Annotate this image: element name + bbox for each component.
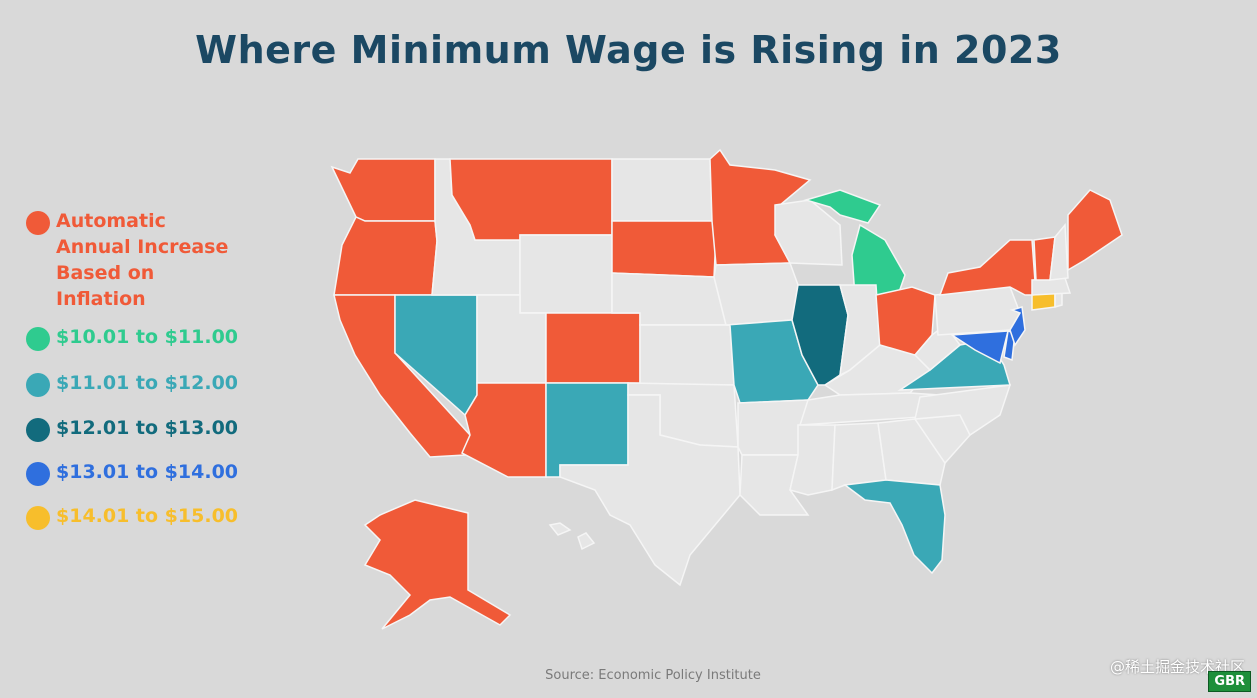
legend-item-12-13: $12.01 to $13.00 (26, 415, 256, 442)
state-new-jersey[interactable] (1009, 306, 1026, 347)
legend-label: Automatic Annual Increase Based on Infla… (56, 210, 229, 310)
legend-swatch (26, 506, 50, 530)
legend-item-11-12: $11.01 to $12.00 (26, 370, 256, 397)
legend-label: $11.01 to $12.00 (56, 372, 239, 394)
state-rhode-island[interactable] (1054, 292, 1063, 308)
gbr-badge: GBR (1208, 671, 1251, 692)
legend-item-13-14: $13.01 to $14.00 (26, 459, 256, 486)
state-hawaii[interactable] (548, 522, 572, 536)
state-montana[interactable] (449, 158, 613, 241)
state-washington[interactable] (330, 158, 436, 222)
state-alaska[interactable] (363, 499, 512, 630)
state-florida[interactable] (843, 479, 946, 575)
legend-label: $10.01 to $11.00 (56, 326, 239, 348)
state-new-york[interactable] (938, 239, 1037, 296)
state-maryland[interactable] (949, 330, 1009, 365)
state-texas[interactable] (559, 394, 741, 587)
legend-swatch (26, 418, 50, 442)
legend-label: $13.01 to $14.00 (56, 461, 239, 483)
legend-swatch (26, 327, 50, 351)
state-hawaii-big-island[interactable] (577, 532, 596, 551)
legend-swatch (26, 211, 50, 235)
state-new-mexico[interactable] (545, 382, 629, 478)
state-georgia[interactable] (877, 418, 946, 486)
state-alabama[interactable] (831, 422, 887, 492)
legend-label: $12.01 to $13.00 (56, 417, 239, 439)
legend-label: $14.01 to $15.00 (56, 505, 239, 527)
state-colorado[interactable] (545, 312, 641, 384)
state-kansas[interactable] (639, 324, 735, 386)
map-title: Where Minimum Wage is Rising in 2023 (195, 28, 1062, 72)
us-choropleth-map (330, 148, 1123, 630)
legend-item-inflation: Automatic Annual Increase Based on Infla… (26, 208, 256, 312)
legend-item-10-11: $10.01 to $11.00 (26, 324, 256, 351)
legend-item-14-15: $14.01 to $15.00 (26, 503, 256, 530)
source-note: Source: Economic Policy Institute (545, 668, 761, 683)
state-south-dakota[interactable] (611, 220, 717, 278)
state-maine[interactable] (1067, 189, 1123, 272)
state-michigan[interactable] (803, 189, 882, 224)
legend-swatch (26, 373, 50, 397)
state-north-dakota[interactable] (611, 158, 713, 222)
state-oregon[interactable] (333, 216, 438, 296)
state-new-hampshire[interactable] (1049, 223, 1069, 281)
state-iowa[interactable] (713, 262, 799, 326)
state-wisconsin[interactable] (774, 199, 843, 266)
state-wyoming[interactable] (519, 234, 613, 314)
legend-swatch (26, 462, 50, 486)
legend: Automatic Annual Increase Based on Infla… (26, 208, 256, 530)
